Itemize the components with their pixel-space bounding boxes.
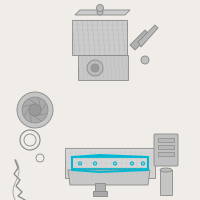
FancyBboxPatch shape <box>158 152 174 156</box>
FancyBboxPatch shape <box>158 145 174 149</box>
Circle shape <box>87 60 103 76</box>
Circle shape <box>141 56 149 64</box>
Ellipse shape <box>160 168 172 172</box>
Polygon shape <box>75 10 130 15</box>
Circle shape <box>29 104 41 116</box>
Polygon shape <box>65 148 155 178</box>
FancyBboxPatch shape <box>158 138 174 142</box>
FancyBboxPatch shape <box>78 55 128 80</box>
Polygon shape <box>130 30 150 50</box>
FancyBboxPatch shape <box>154 134 178 166</box>
Circle shape <box>97 9 103 15</box>
Circle shape <box>22 97 48 123</box>
FancyBboxPatch shape <box>160 170 172 195</box>
Circle shape <box>17 92 53 128</box>
Polygon shape <box>68 170 150 185</box>
FancyBboxPatch shape <box>93 191 107 196</box>
Polygon shape <box>138 25 158 47</box>
Circle shape <box>96 4 104 11</box>
FancyBboxPatch shape <box>72 20 127 55</box>
Circle shape <box>91 64 99 72</box>
FancyBboxPatch shape <box>95 183 105 191</box>
